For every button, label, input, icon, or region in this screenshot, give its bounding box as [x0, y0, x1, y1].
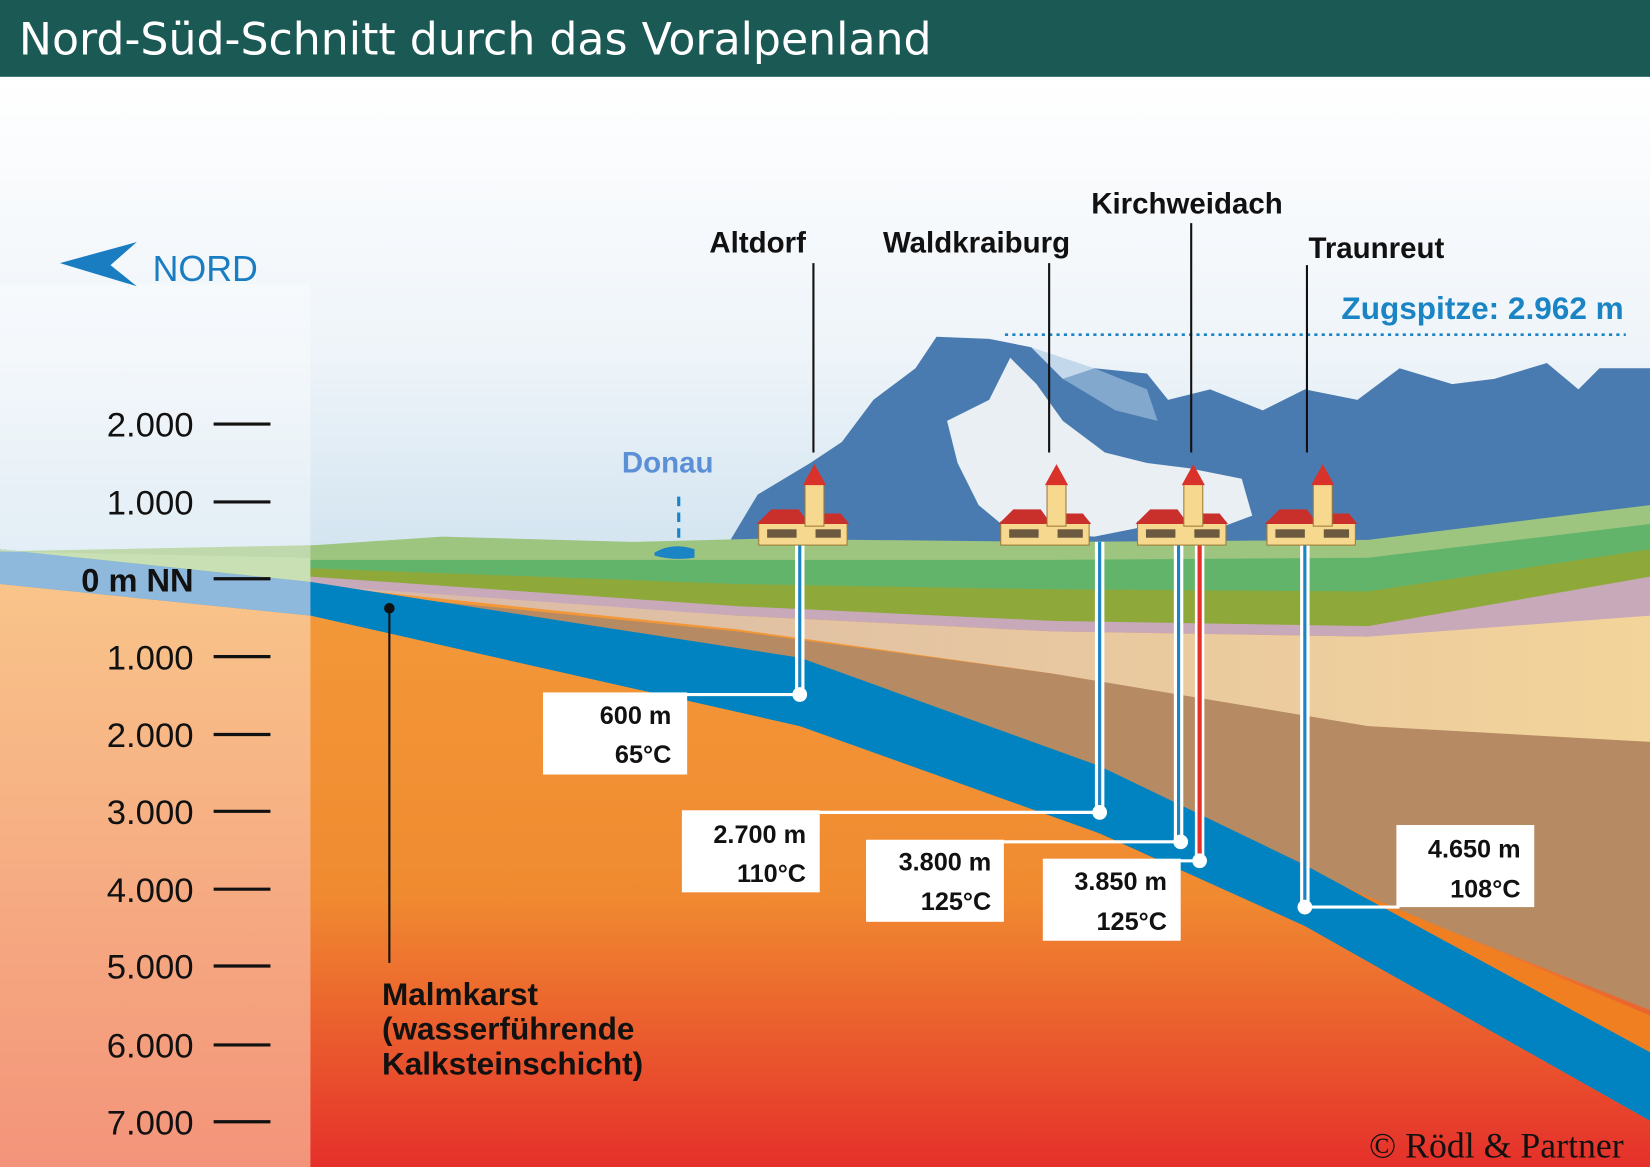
well-temperature: 65°C: [615, 741, 671, 769]
header-bar: [0, 0, 1650, 77]
snow-shading: [1031, 347, 1158, 421]
town-icon-kirchweidach: [1135, 464, 1229, 546]
layer-olive: [0, 547, 1650, 627]
well-temperature: 125°C: [1097, 908, 1167, 936]
well-label-box-4: 3.850 m 125°C: [1042, 858, 1181, 941]
north-arrow-icon: [59, 242, 137, 287]
aquifer-label-2: (wasserführende: [382, 1011, 634, 1047]
depth-scale: 2.000 1.000 0 m NN 1.000 2.000 3.000 4.000 5.00…: [81, 407, 271, 1142]
town-icon-traunreut: [1264, 464, 1358, 546]
well-depth: 3.850 m: [1074, 868, 1167, 896]
well-label-box-2: 2.700 m 110°C: [681, 810, 820, 893]
aquifer-label-1: Malmkarst: [382, 976, 539, 1012]
page-title: Nord-Süd-Schnitt durch das Voralpenland: [19, 15, 932, 66]
town-label-traunreut: Traunreut: [1308, 232, 1444, 265]
town-icon-altdorf: [756, 464, 850, 546]
scale-panel-subsurface: [0, 584, 311, 1167]
well-label-box-3: 3.800 m 125°C: [866, 839, 1004, 922]
compass-label: NORD: [153, 249, 258, 289]
well-depth: 4.650 m: [1428, 836, 1521, 864]
scale-tick-label: 1.000: [107, 639, 194, 677]
layer-green: [0, 520, 1650, 592]
zugspitze-label: Zugspitze: 2.962 m: [1341, 290, 1623, 326]
scale-tick-label: 0 m NN: [81, 561, 193, 598]
copyright: © Rödl & Partner: [1369, 1126, 1624, 1166]
town-label-altdorf: Altdorf: [709, 227, 806, 260]
ground-surface: [0, 505, 1650, 560]
alps-mountains: [726, 336, 1650, 548]
town-icon-waldkraiburg: [998, 464, 1092, 546]
scale-tick-label: 4.000: [107, 872, 194, 910]
well-label-box-5: 4.650 m 108°C: [1396, 825, 1535, 908]
well-label-box-1: 600 m 65°C: [542, 692, 688, 775]
river-label: Donau: [622, 446, 714, 479]
layer-brown: [0, 568, 1650, 1011]
scale-tick-label: 6.000: [107, 1028, 194, 1066]
layer-tan: [310, 576, 1650, 742]
well-depth: 3.800 m: [899, 848, 992, 876]
well-depth: 2.700 m: [713, 821, 806, 849]
well-temperature: 110°C: [737, 860, 806, 888]
well-temperature: 108°C: [1450, 876, 1520, 904]
scale-tick-label: 2.000: [107, 717, 194, 755]
scale-tick-label: 5.000: [107, 949, 194, 987]
aquifer-label-3: Kalksteinschicht): [382, 1045, 643, 1081]
river-donau: [654, 546, 695, 559]
scale-panel-sky: [0, 284, 311, 558]
well-temperature: 125°C: [921, 888, 991, 916]
town-label-waldkraiburg: Waldkraiburg: [883, 227, 1070, 260]
town-leaders: [812, 223, 1309, 453]
scale-panel-aquifer: [0, 549, 311, 616]
scale-tick-label: 7.000: [107, 1104, 194, 1142]
scale-tick-label: 1.000: [107, 485, 194, 523]
scale-tick-label: 2.000: [107, 407, 194, 445]
scale-tick-label: 3.000: [107, 794, 194, 832]
well-traunreut: [1297, 541, 1400, 915]
town-label-kirchweidach: Kirchweidach: [1091, 188, 1283, 221]
well-depth: 600 m: [600, 702, 672, 730]
snow-patches: [947, 357, 1253, 537]
